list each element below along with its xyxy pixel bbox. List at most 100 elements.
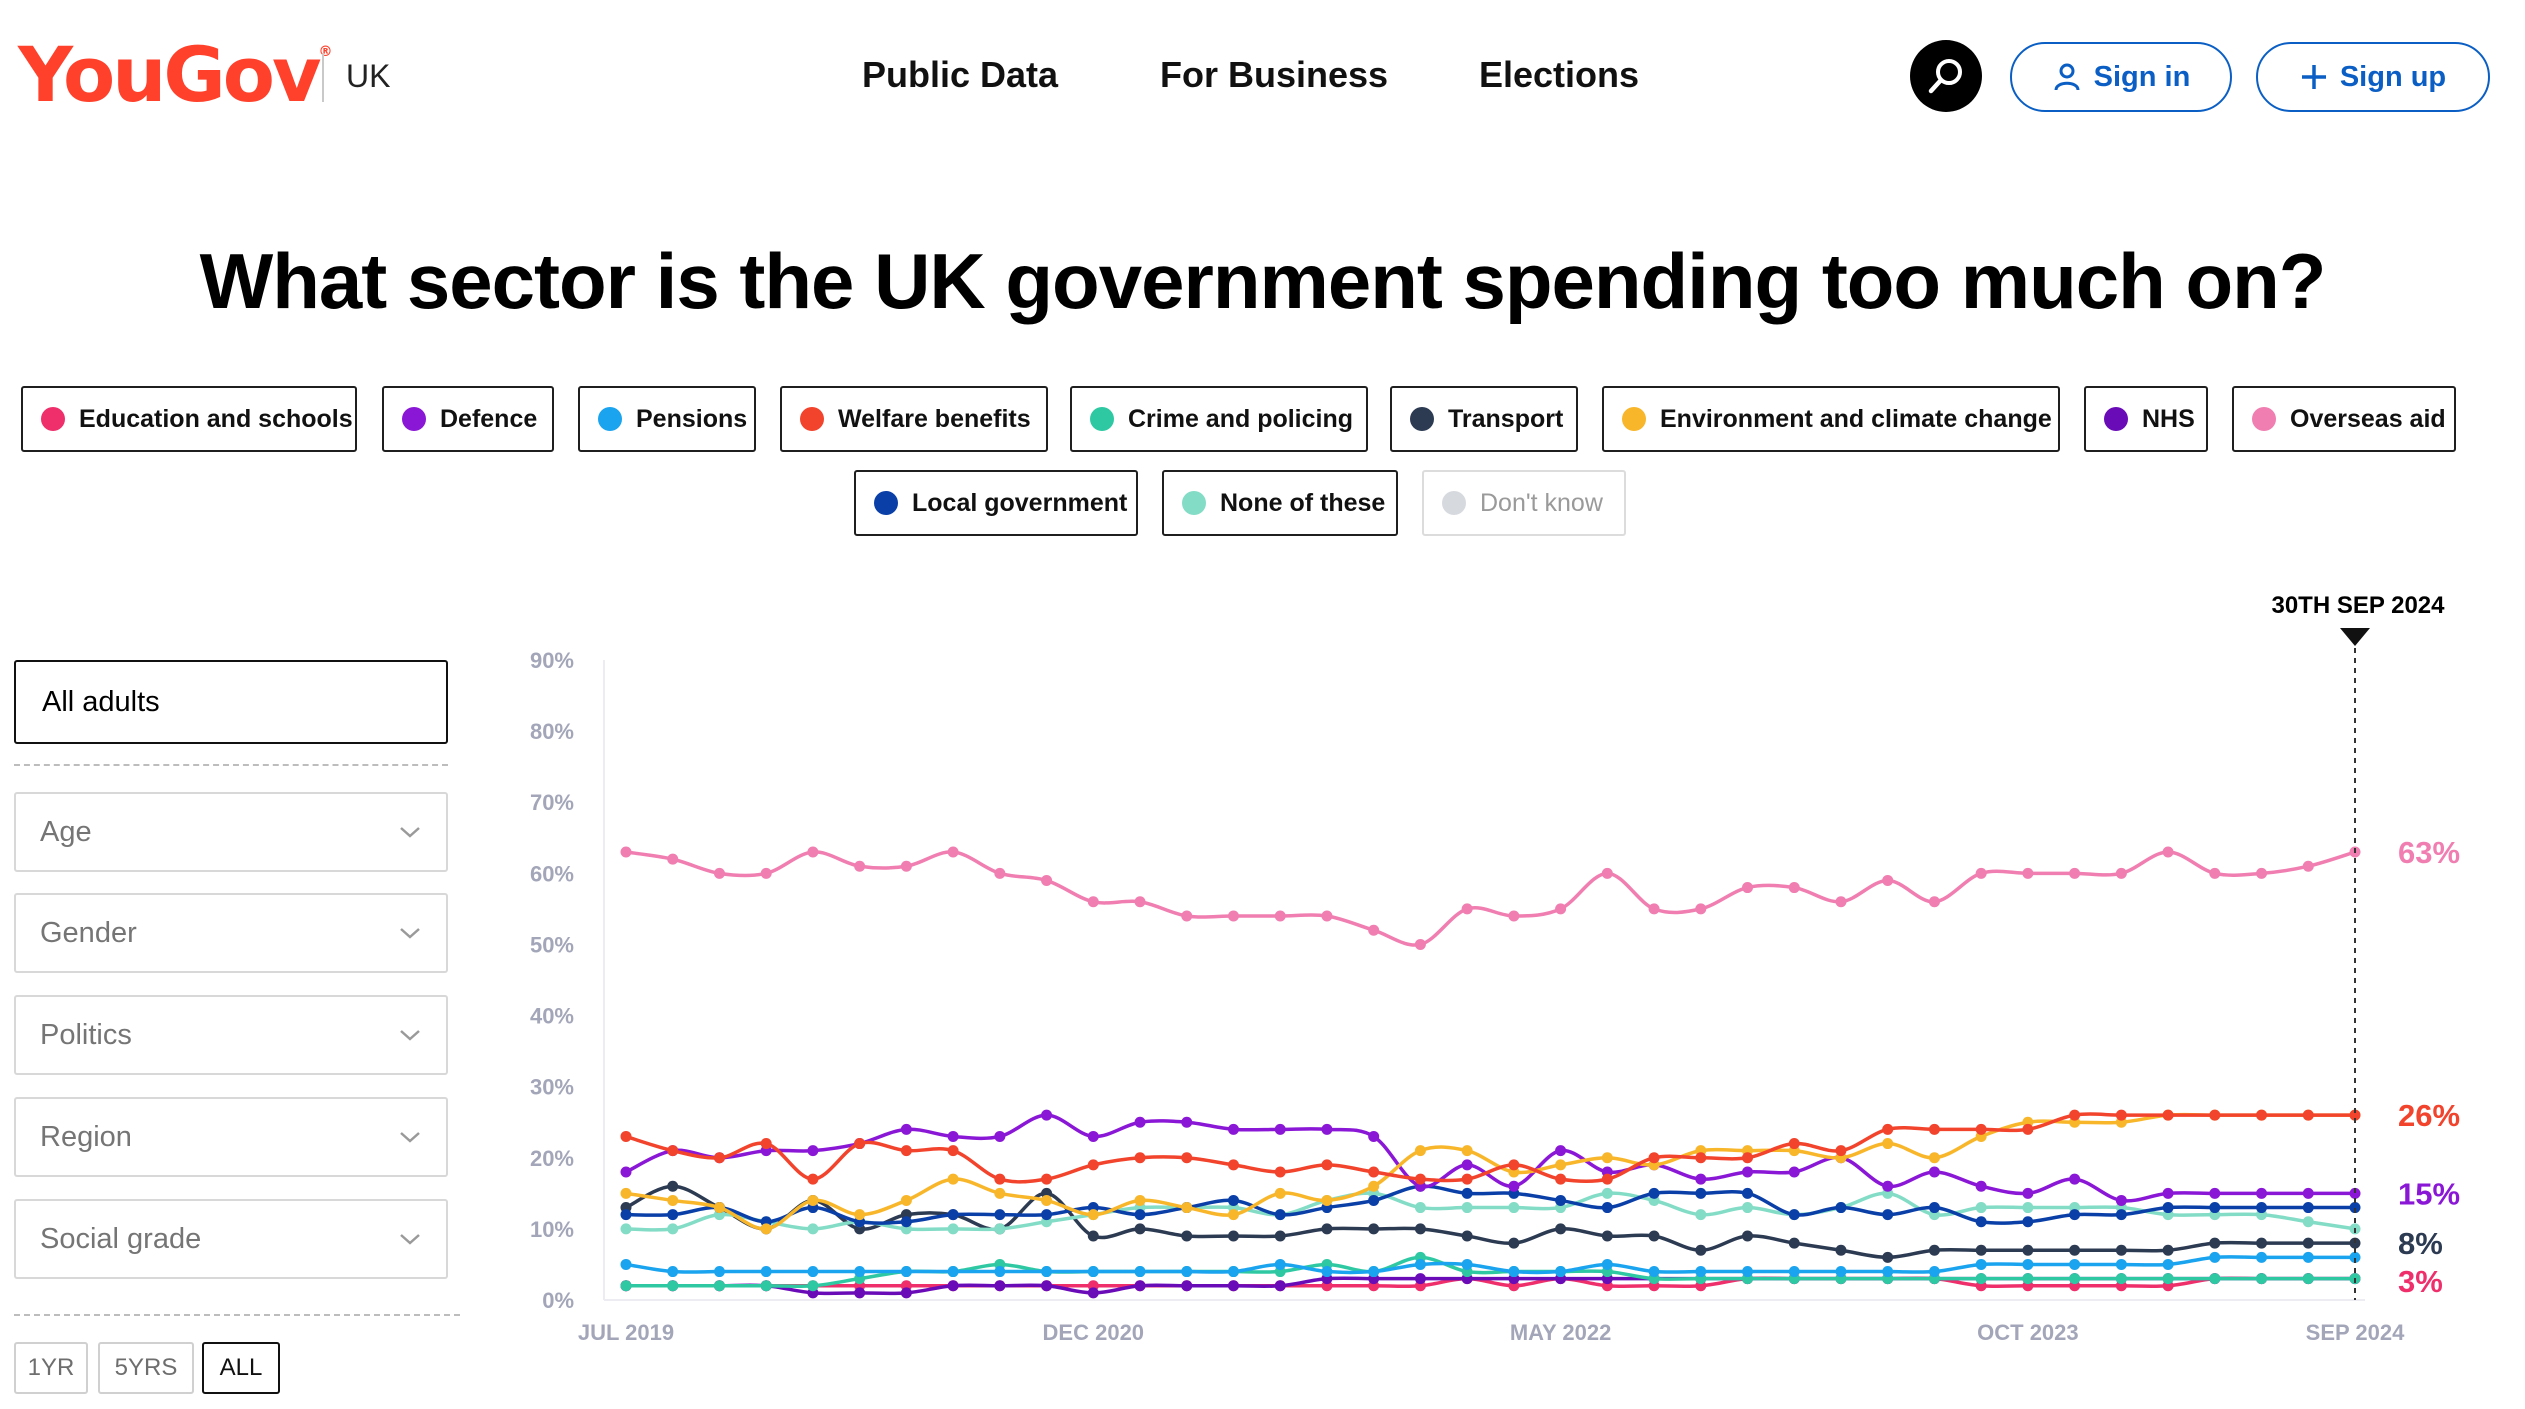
legend-label: Transport [1448, 404, 1564, 433]
sign-up-button[interactable]: Sign up [2256, 42, 2490, 112]
legend-item-dont-know[interactable]: Don't know [1422, 470, 1626, 536]
series-local-government [620, 1180, 2361, 1228]
filter-age[interactable]: Age [14, 792, 448, 872]
legend-item-defence[interactable]: Defence [382, 386, 554, 452]
series-welfare-benefits [620, 1109, 2361, 1185]
data-point [1742, 1152, 1754, 1164]
data-point [1274, 910, 1286, 922]
data-point [1788, 1138, 1800, 1150]
legend-item-transport[interactable]: Transport [1390, 386, 1578, 452]
legend-item-local-government[interactable]: Local government [854, 470, 1138, 536]
data-point [1414, 1145, 1426, 1157]
legend-item-welfare[interactable]: Welfare benefits [780, 386, 1048, 452]
filter-label: Gender [40, 916, 137, 949]
legend-item-education[interactable]: Education and schools [21, 386, 357, 452]
data-point [947, 1173, 959, 1185]
legend-label: Pensions [636, 404, 748, 433]
data-point [1181, 1152, 1193, 1164]
data-point [1461, 903, 1473, 915]
data-point [760, 1280, 772, 1292]
legend-item-nhs[interactable]: NHS [2084, 386, 2208, 452]
sign-in-button[interactable]: Sign in [2010, 42, 2232, 112]
data-point [2209, 1273, 2221, 1285]
data-point [1041, 1194, 1053, 1206]
data-point [1181, 1230, 1193, 1242]
data-point [667, 1266, 679, 1278]
data-point [1555, 1145, 1567, 1157]
legend-item-overseas-aid[interactable]: Overseas aid [2232, 386, 2456, 452]
data-point [1882, 1266, 1894, 1278]
data-point [667, 1194, 679, 1206]
data-point [1835, 1202, 1847, 1214]
legend-dot [402, 407, 426, 431]
legend-dot [800, 407, 824, 431]
data-point [2022, 1273, 2034, 1285]
data-point [854, 1138, 866, 1150]
x-tick-label: OCT 2023 [1977, 1320, 2079, 1345]
data-point [2302, 1187, 2314, 1199]
data-point [1414, 1173, 1426, 1185]
data-point [1134, 1152, 1146, 1164]
filter-politics[interactable]: Politics [14, 995, 448, 1075]
data-point [2022, 1258, 2034, 1270]
data-point [2162, 1258, 2174, 1270]
chevron-down-icon [400, 1234, 420, 1245]
data-point [1274, 1258, 1286, 1270]
data-point [1882, 1138, 1894, 1150]
legend-item-crime[interactable]: Crime and policing [1070, 386, 1368, 452]
range-1yr-button[interactable]: 1YR [14, 1342, 88, 1394]
data-point [947, 1130, 959, 1142]
date-marker: 30TH SEP 2024 [2271, 592, 2445, 1300]
range-5yrs-button[interactable]: 5YRS [98, 1342, 194, 1394]
data-point [1928, 1123, 1940, 1135]
filter-gender[interactable]: Gender [14, 893, 448, 973]
data-point [2022, 1123, 2034, 1135]
legend-item-pensions[interactable]: Pensions [578, 386, 756, 452]
data-point [900, 1123, 912, 1135]
search-button[interactable] [1910, 40, 1982, 112]
audience-all-adults[interactable]: All adults [14, 660, 448, 744]
series-pensions [620, 1251, 2361, 1278]
data-point [1882, 1123, 1894, 1135]
data-point [760, 867, 772, 879]
data-point [1788, 1237, 1800, 1249]
legend-item-none-of-these[interactable]: None of these [1162, 470, 1398, 536]
data-point [1321, 1123, 1333, 1135]
data-point [1975, 1202, 1987, 1214]
nav-public-data[interactable]: Public Data [862, 54, 1059, 95]
data-point [1601, 1173, 1613, 1185]
series-line [625, 1113, 2355, 1203]
data-point [1695, 1209, 1707, 1221]
region-selector[interactable]: UK [346, 58, 391, 94]
nav-elections[interactable]: Elections [1479, 54, 1640, 95]
data-point [1414, 938, 1426, 950]
x-tick-label: DEC 2020 [1043, 1320, 1145, 1345]
data-point [1975, 1258, 1987, 1270]
legend-item-environment[interactable]: Environment and climate change [1602, 386, 2060, 452]
data-point [1508, 1159, 1520, 1171]
end-value-label: 8% [2398, 1226, 2443, 1261]
data-point [713, 1266, 725, 1278]
filter-divider [14, 764, 448, 766]
data-point [1321, 1159, 1333, 1171]
data-point [947, 846, 959, 858]
data-point [1274, 1230, 1286, 1242]
range-all-button[interactable]: ALL [202, 1342, 280, 1394]
data-point [1134, 1280, 1146, 1292]
data-point [1274, 1187, 1286, 1199]
data-point [1087, 1130, 1099, 1142]
filter-social-grade[interactable]: Social grade [14, 1199, 448, 1279]
data-point [1742, 1202, 1754, 1214]
data-point [994, 1266, 1006, 1278]
data-point [1928, 1244, 1940, 1256]
data-point [2209, 1187, 2221, 1199]
nav-for-business[interactable]: For Business [1160, 54, 1389, 95]
data-point [1461, 1173, 1473, 1185]
filter-label: Region [40, 1120, 132, 1153]
data-point [1882, 1209, 1894, 1221]
data-point [1648, 1152, 1660, 1164]
filter-region[interactable]: Region [14, 1097, 448, 1177]
data-point [994, 1187, 1006, 1199]
yougov-logo[interactable]: YouGov® [18, 30, 333, 119]
